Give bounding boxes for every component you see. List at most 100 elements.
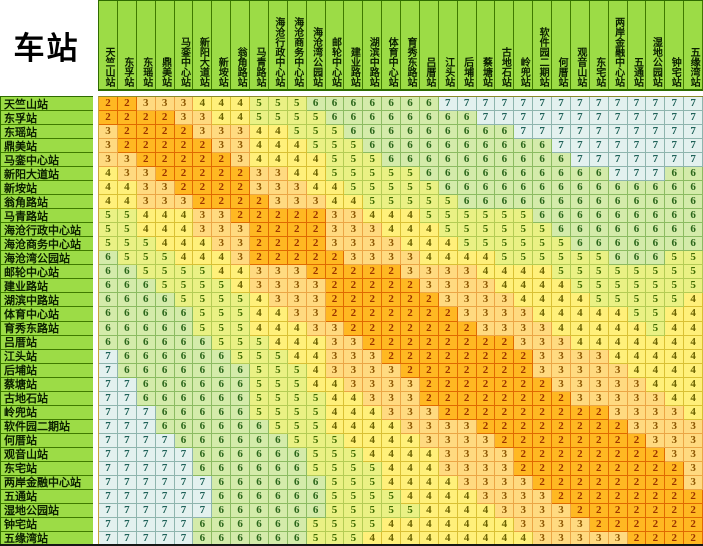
fare-cell: 3	[684, 447, 703, 462]
fare-cell: 4	[665, 335, 685, 350]
fare-cell: 7	[533, 97, 552, 112]
fare-cell: 3	[646, 419, 666, 434]
fare-cell: 2	[438, 321, 458, 336]
fare-cell: 5	[665, 251, 685, 266]
fare-cell: 5	[193, 293, 213, 308]
column-header: 海沧湾公园站	[306, 1, 326, 89]
fare-cell: 4	[382, 461, 401, 476]
fare-cell: 6	[363, 97, 383, 112]
fare-cell: 2	[570, 447, 590, 462]
fare-cell: 2	[476, 391, 496, 406]
fare-cell: 2	[627, 461, 647, 476]
row-header: 邮轮中心站	[1, 265, 93, 280]
fare-cell: 5	[363, 503, 383, 518]
fare-cell: 7	[155, 475, 175, 490]
fare-cell: 6	[250, 461, 269, 476]
fare-cell: 2	[268, 251, 288, 266]
fare-cell: 6	[268, 517, 288, 532]
fare-cell: 3	[476, 447, 496, 462]
fare-cell: 3	[627, 419, 647, 434]
fare-cell: 2	[419, 335, 439, 350]
fare-cell: 6	[136, 335, 156, 350]
row-header: 软件园二期站	[1, 419, 93, 434]
fare-cell: 5	[570, 251, 590, 266]
fare-cell: 6	[136, 293, 156, 308]
fare-cell: 3	[363, 251, 383, 266]
fare-cell: 6	[174, 433, 194, 448]
fare-cell: 5	[231, 293, 250, 308]
column-header: 蔡塘站	[476, 1, 496, 89]
fare-cell: 2	[514, 461, 534, 476]
fare-cell: 7	[457, 97, 477, 112]
column-header-label: 东宅站	[593, 57, 605, 87]
fare-cell: 6	[589, 237, 609, 252]
row-header: 湖滨中路站	[1, 293, 93, 308]
fare-cell: 4	[419, 517, 439, 532]
fare-cell: 2	[438, 363, 458, 378]
fare-cell: 7	[174, 517, 194, 532]
fare-cell: 7	[684, 111, 703, 126]
fare-cell: 2	[382, 321, 401, 336]
fare-cell: 7	[99, 503, 118, 518]
fare-cell: 4	[457, 251, 477, 266]
fare-cell: 2	[438, 349, 458, 364]
fare-cell: 4	[344, 419, 364, 434]
fare-cell: 4	[268, 153, 288, 168]
fare-cell: 7	[117, 461, 137, 476]
fare-cell: 2	[627, 489, 647, 504]
fare-cell: 6	[174, 307, 194, 322]
table-title: 车站	[13, 30, 80, 66]
fare-cell: 5	[325, 139, 345, 154]
fare-cell: 5	[608, 279, 628, 294]
fare-cell: 4	[306, 181, 326, 196]
fare-cell: 6	[268, 433, 288, 448]
fare-cell: 2	[306, 223, 326, 238]
fare-cell: 5	[212, 335, 232, 350]
fare-cell: 4	[533, 265, 552, 280]
fare-cell: 3	[665, 447, 685, 462]
fare-cell: 4	[608, 321, 628, 336]
fare-cell: 3	[268, 265, 288, 280]
fare-cell: 5	[212, 279, 232, 294]
fare-cell: 2	[552, 489, 571, 504]
fare-cell: 5	[627, 293, 647, 308]
fare-cell: 3	[382, 391, 401, 406]
fare-cell: 3	[231, 251, 250, 266]
fare-cell: 5	[212, 321, 232, 336]
fare-cell: 6	[174, 405, 194, 420]
fare-cell: 5	[155, 251, 175, 266]
fare-cell: 3	[495, 489, 515, 504]
fare-cell: 3	[363, 223, 383, 238]
fare-cell: 6	[684, 223, 703, 238]
fare-cell: 6	[287, 475, 307, 490]
fare-cell: 4	[589, 335, 609, 350]
fare-cell: 5	[344, 489, 364, 504]
column-header: 马銮中心站	[174, 1, 194, 89]
fare-cell: 3	[382, 251, 401, 266]
column-header: 海沧商务中心站	[287, 1, 307, 89]
fare-cell: 4	[174, 237, 194, 252]
fare-cell: 2	[325, 293, 345, 308]
fare-cell: 7	[665, 97, 685, 112]
fare-cell: 4	[306, 349, 326, 364]
fare-cell: 5	[438, 209, 458, 224]
fare-cell: 6	[117, 265, 137, 280]
fare-cell: 7	[174, 447, 194, 462]
fare-cell: 6	[117, 307, 137, 322]
row-header: 东瑶站	[1, 125, 93, 140]
column-header: 何厝站	[552, 1, 571, 89]
fare-cell: 7	[174, 475, 194, 490]
fare-cell: 3	[250, 181, 269, 196]
fare-cell: 6	[646, 223, 666, 238]
fare-cell: 6	[325, 111, 345, 126]
fare-cell: 3	[608, 405, 628, 420]
fare-cell: 2	[627, 475, 647, 490]
fare-cell: 6	[212, 503, 232, 518]
row-header: 天竺山站	[1, 97, 93, 112]
fare-cell: 5	[136, 251, 156, 266]
fare-cell: 5	[552, 237, 571, 252]
fare-cell: 6	[419, 167, 439, 182]
fare-cell: 3	[193, 111, 213, 126]
fare-cell: 2	[476, 377, 496, 392]
fare-cell: 2	[212, 153, 232, 168]
